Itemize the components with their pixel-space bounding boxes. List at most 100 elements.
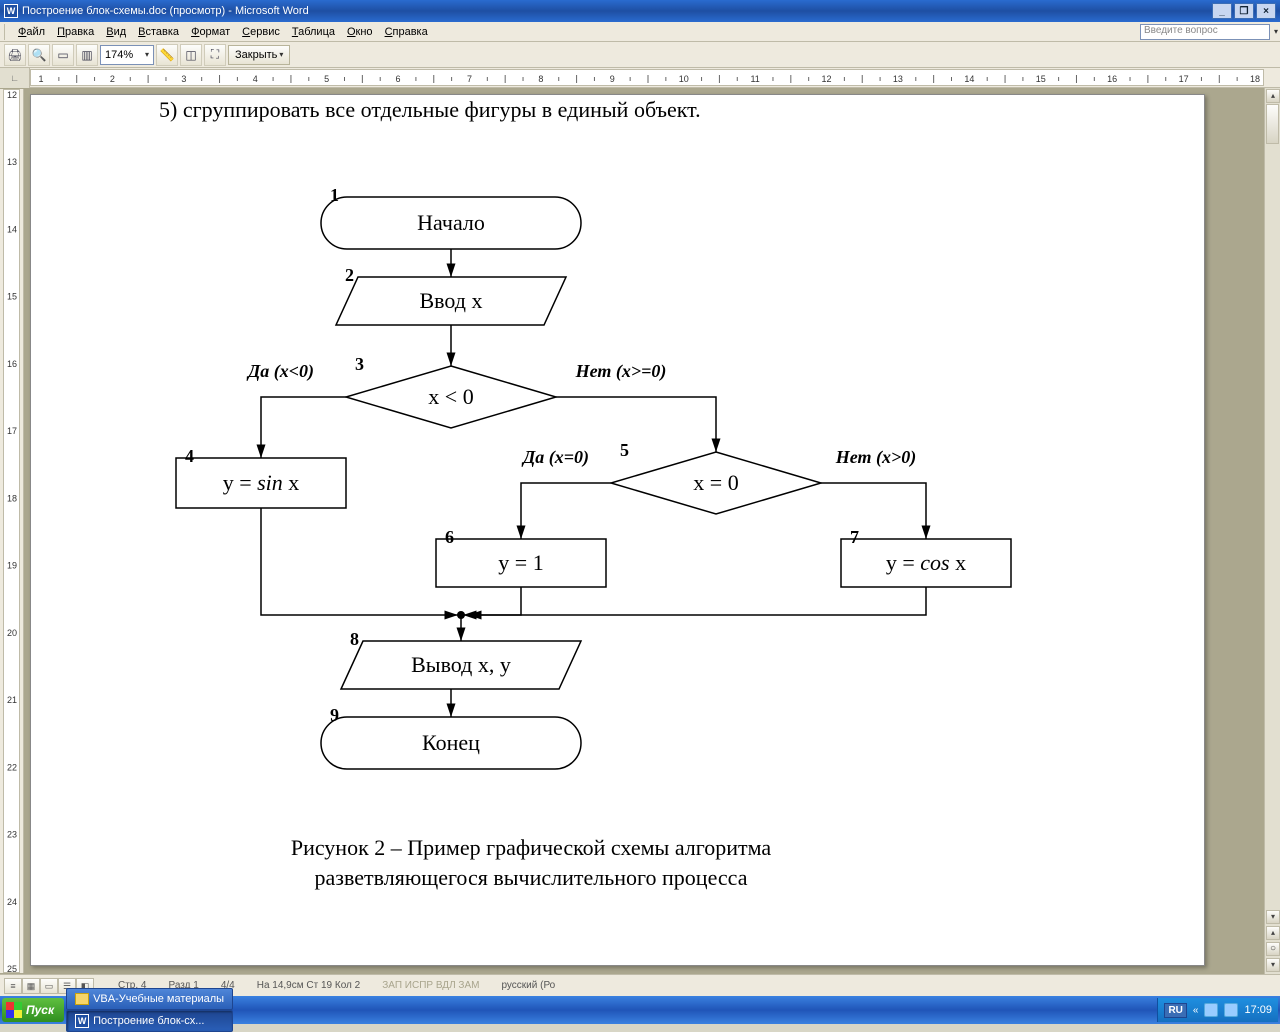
window-controls: _ ❐ × <box>1212 3 1276 19</box>
one-page-button[interactable]: ▭ <box>52 44 74 66</box>
multi-page-button[interactable]: ▥ <box>76 44 98 66</box>
windows-flag-icon <box>6 1002 22 1018</box>
svg-text:5: 5 <box>324 74 329 84</box>
svg-text:19: 19 <box>7 561 17 571</box>
svg-text:12: 12 <box>822 74 832 84</box>
zoom-combo[interactable]: 174% ▾ <box>100 45 154 65</box>
svg-text:Начало: Начало <box>417 210 485 235</box>
svg-text:Да (x<0): Да (x<0) <box>246 361 314 382</box>
print-view-button[interactable]: ▭ <box>40 978 58 994</box>
taskbar-task[interactable]: VBA-Учебные материалы <box>66 988 233 1010</box>
page: 5) сгруппировать все отдельные фигуры в … <box>30 94 1205 966</box>
svg-text:7: 7 <box>467 74 472 84</box>
browse-object-button[interactable]: ○ <box>1266 942 1280 956</box>
zoom-value: 174% <box>105 49 133 61</box>
start-button[interactable]: Пуск <box>2 998 64 1022</box>
clock[interactable]: 17:09 <box>1244 1004 1272 1016</box>
svg-text:13: 13 <box>7 157 17 167</box>
close-preview-button[interactable]: Закрыть ▾ <box>228 45 290 65</box>
menu-item[interactable]: Правка <box>51 25 100 39</box>
svg-text:21: 21 <box>7 695 17 705</box>
svg-text:18: 18 <box>7 493 17 503</box>
svg-text:20: 20 <box>7 628 17 638</box>
svg-text:y = 1: y = 1 <box>498 550 543 575</box>
menu-item[interactable]: Вид <box>100 25 132 39</box>
svg-text:6: 6 <box>396 74 401 84</box>
restore-button[interactable]: ❐ <box>1234 3 1254 19</box>
taskbar: Пуск VBA-Учебные материалыWПостроение бл… <box>0 996 1280 1024</box>
scroll-down-button[interactable]: ▾ <box>1266 910 1280 924</box>
chevron-down-icon[interactable]: ▾ <box>145 50 149 59</box>
help-search-input[interactable]: Введите вопрос <box>1140 24 1270 40</box>
svg-text:3: 3 <box>181 74 186 84</box>
vertical-ruler: 1213141516171819202122232425 <box>0 89 24 973</box>
word-icon: W <box>75 1014 89 1028</box>
svg-text:3: 3 <box>355 354 364 374</box>
print-button[interactable]: 🖨 <box>4 44 26 66</box>
svg-text:Ввод x: Ввод x <box>420 288 483 313</box>
normal-view-button[interactable]: ≡ <box>4 978 22 994</box>
web-view-button[interactable]: ▦ <box>22 978 40 994</box>
svg-text:1: 1 <box>38 74 43 84</box>
svg-text:8: 8 <box>350 629 359 649</box>
menu-item[interactable]: Сервис <box>236 25 286 39</box>
system-tray: RU « 17:09 <box>1157 998 1278 1022</box>
tray-expand-icon[interactable]: « <box>1193 1005 1199 1016</box>
svg-text:15: 15 <box>1036 74 1046 84</box>
menu-item[interactable]: Справка <box>379 25 434 39</box>
svg-text:9: 9 <box>610 74 615 84</box>
status-language: русский (Ро <box>497 980 559 991</box>
svg-text:2: 2 <box>345 265 354 285</box>
menu-item[interactable]: Вставка <box>132 25 185 39</box>
vertical-scrollbar[interactable]: ▴ ▾ ▴ ○ ▾ <box>1264 88 1280 974</box>
svg-text:10: 10 <box>679 74 689 84</box>
prev-page-button[interactable]: ▴ <box>1266 926 1280 940</box>
taskbar-task[interactable]: WПостроение блок-сх... <box>66 1010 233 1032</box>
scroll-thumb[interactable] <box>1266 104 1279 144</box>
shrink-button[interactable]: ◫ <box>180 44 202 66</box>
svg-text:23: 23 <box>7 830 17 840</box>
svg-text:14: 14 <box>964 74 974 84</box>
menu-item[interactable]: Файл <box>12 25 51 39</box>
fullscreen-button[interactable]: ⛶ <box>204 44 226 66</box>
svg-text:y = sin x: y = sin x <box>223 470 300 495</box>
window-title: Построение блок-схемы.doc (просмотр) - M… <box>22 5 309 17</box>
svg-text:17: 17 <box>1179 74 1189 84</box>
svg-text:x = 0: x = 0 <box>693 470 738 495</box>
scroll-up-button[interactable]: ▴ <box>1266 89 1280 103</box>
status-position: На 14,9см Ст 19 Кол 2 <box>253 980 365 991</box>
svg-text:x < 0: x < 0 <box>428 384 473 409</box>
svg-text:4: 4 <box>253 74 258 84</box>
svg-text:9: 9 <box>330 705 339 725</box>
svg-text:24: 24 <box>7 897 17 907</box>
menu-item[interactable]: Окно <box>341 25 379 39</box>
chevron-down-icon[interactable]: ▾ <box>1274 27 1278 36</box>
svg-text:13: 13 <box>893 74 903 84</box>
tray-icon[interactable] <box>1204 1003 1218 1017</box>
tray-icon[interactable] <box>1224 1003 1238 1017</box>
svg-text:Да (x=0): Да (x=0) <box>521 447 589 468</box>
ruler-toggle-button[interactable]: 📏 <box>156 44 178 66</box>
help-search: Введите вопрос ▾ <box>1140 24 1278 40</box>
toolbar: 🖨 🔍 ▭ ▥ 174% ▾ 📏 ◫ ⛶ Закрыть ▾ <box>0 42 1280 68</box>
title-bar: W Построение блок-схемы.doc (просмотр) -… <box>0 0 1280 22</box>
magnifier-button[interactable]: 🔍 <box>28 44 50 66</box>
minimize-button[interactable]: _ <box>1212 3 1232 19</box>
next-page-button[interactable]: ▾ <box>1266 958 1280 972</box>
svg-text:7: 7 <box>850 527 859 547</box>
svg-text:17: 17 <box>7 426 17 436</box>
horizontal-ruler: ∟ 123456789101112131415161718 <box>0 68 1280 88</box>
svg-text:6: 6 <box>445 527 454 547</box>
chevron-down-icon: ▾ <box>279 50 283 59</box>
menu-item[interactable]: Таблица <box>286 25 341 39</box>
menu-item[interactable]: Формат <box>185 25 236 39</box>
svg-text:Нет (x>=0): Нет (x>=0) <box>575 361 667 382</box>
language-indicator[interactable]: RU <box>1164 1003 1186 1018</box>
close-button[interactable]: × <box>1256 3 1276 19</box>
svg-text:16: 16 <box>1107 74 1117 84</box>
svg-text:25: 25 <box>7 964 17 974</box>
svg-text:Рисунок 2 – Пример графической: Рисунок 2 – Пример графической схемы алг… <box>291 835 772 860</box>
svg-text:разветвляющегося вычислительно: разветвляющегося вычислительного процесс… <box>315 865 748 890</box>
svg-text:8: 8 <box>538 74 543 84</box>
svg-text:15: 15 <box>7 292 17 302</box>
